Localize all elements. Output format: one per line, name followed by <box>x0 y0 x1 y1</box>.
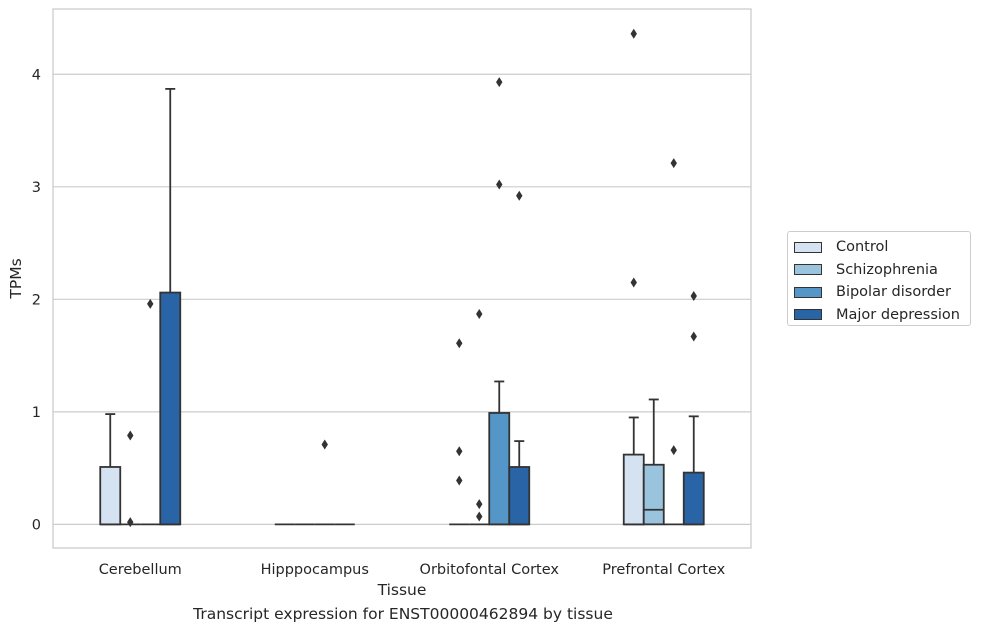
legend-label-control: Control <box>836 239 889 256</box>
legend-item-schizophrenia: Schizophrenia <box>794 259 964 282</box>
box-body <box>488 412 511 526</box>
boxes <box>99 28 705 528</box>
x-tick-label: Hipppocampus <box>261 562 369 578</box>
legend-item-major-depression: Major depression <box>794 304 964 327</box>
legend: Control Schizophrenia Bipolar disorder M… <box>787 231 971 326</box>
y-axis-title: TPMs <box>7 258 25 299</box>
y-tick-label: 0 <box>32 517 41 533</box>
legend-label-bipolar-disorder: Bipolar disorder <box>836 284 951 301</box>
box-control-0 <box>99 413 122 526</box>
box-major-depression-2 <box>508 190 531 526</box>
box-bipolar-disorder-3 <box>663 158 684 526</box>
y-tick-label: 2 <box>32 292 41 308</box>
outlier-point <box>321 439 328 450</box>
outlier-point <box>476 511 483 522</box>
plot-area-frame <box>52 8 752 549</box>
legend-item-control: Control <box>794 236 964 259</box>
y-tick-labels: 0 1 2 3 4 <box>32 67 41 533</box>
x-tick-label: Orbitofontal Cortex <box>420 562 560 578</box>
x-axis-title: Tissue <box>377 581 427 599</box>
y-tick-label: 4 <box>32 67 41 83</box>
box-body <box>508 466 531 526</box>
outlier-point <box>127 517 134 528</box>
outlier-point <box>496 179 503 190</box>
box-control-2 <box>449 338 470 526</box>
box-major-depression-0 <box>159 87 182 526</box>
outlier-point <box>670 445 677 456</box>
legend-label-schizophrenia: Schizophrenia <box>836 261 938 278</box>
outlier-point <box>670 158 677 169</box>
box-body <box>622 453 645 526</box>
outlier-point <box>476 499 483 510</box>
legend-label-major-depression: Major depression <box>836 306 960 323</box>
figure-caption: Transcript expression for ENST0000046289… <box>193 605 613 623</box>
legend-swatch-control <box>794 241 822 253</box>
box-body <box>642 463 665 526</box>
box-control-3 <box>622 28 645 526</box>
box-bipolar-disorder-0 <box>140 298 161 526</box>
outlier-point <box>456 338 463 349</box>
outlier-point <box>690 331 697 342</box>
outlier-point <box>496 77 503 88</box>
y-tick-label: 3 <box>32 180 41 196</box>
box-schizophrenia-0 <box>120 430 141 528</box>
box-schizophrenia-3 <box>642 398 665 526</box>
outlier-point <box>147 298 154 309</box>
legend-item-bipolar-disorder: Bipolar disorder <box>794 281 964 304</box>
outlier-point <box>476 308 483 319</box>
legend-swatch-schizophrenia <box>794 264 822 276</box>
legend-swatch-bipolar-disorder <box>794 286 822 298</box>
box-schizophrenia-2 <box>469 308 490 526</box>
box-bipolar-disorder-1 <box>314 439 335 526</box>
outlier-point <box>456 446 463 457</box>
legend-swatch-major-depression <box>794 309 822 321</box>
outlier-point <box>127 430 134 441</box>
outlier-point <box>630 28 637 39</box>
box-body <box>99 466 122 526</box>
outlier-point <box>516 190 523 201</box>
x-tick-labels: Cerebellum Hipppocampus Orbitofontal Corte… <box>99 562 726 578</box>
x-tick-label: Cerebellum <box>99 562 182 578</box>
y-tick-label: 1 <box>32 405 41 421</box>
box-bipolar-disorder-2 <box>488 77 511 526</box>
box-body <box>159 291 182 526</box>
outlier-point <box>630 277 637 288</box>
gridlines <box>53 73 751 525</box>
x-tick-label: Prefrontal Cortex <box>602 562 725 578</box>
outlier-point <box>456 475 463 486</box>
outlier-point <box>690 290 697 301</box>
box-major-depression-3 <box>682 290 705 526</box>
box-body <box>682 471 705 526</box>
